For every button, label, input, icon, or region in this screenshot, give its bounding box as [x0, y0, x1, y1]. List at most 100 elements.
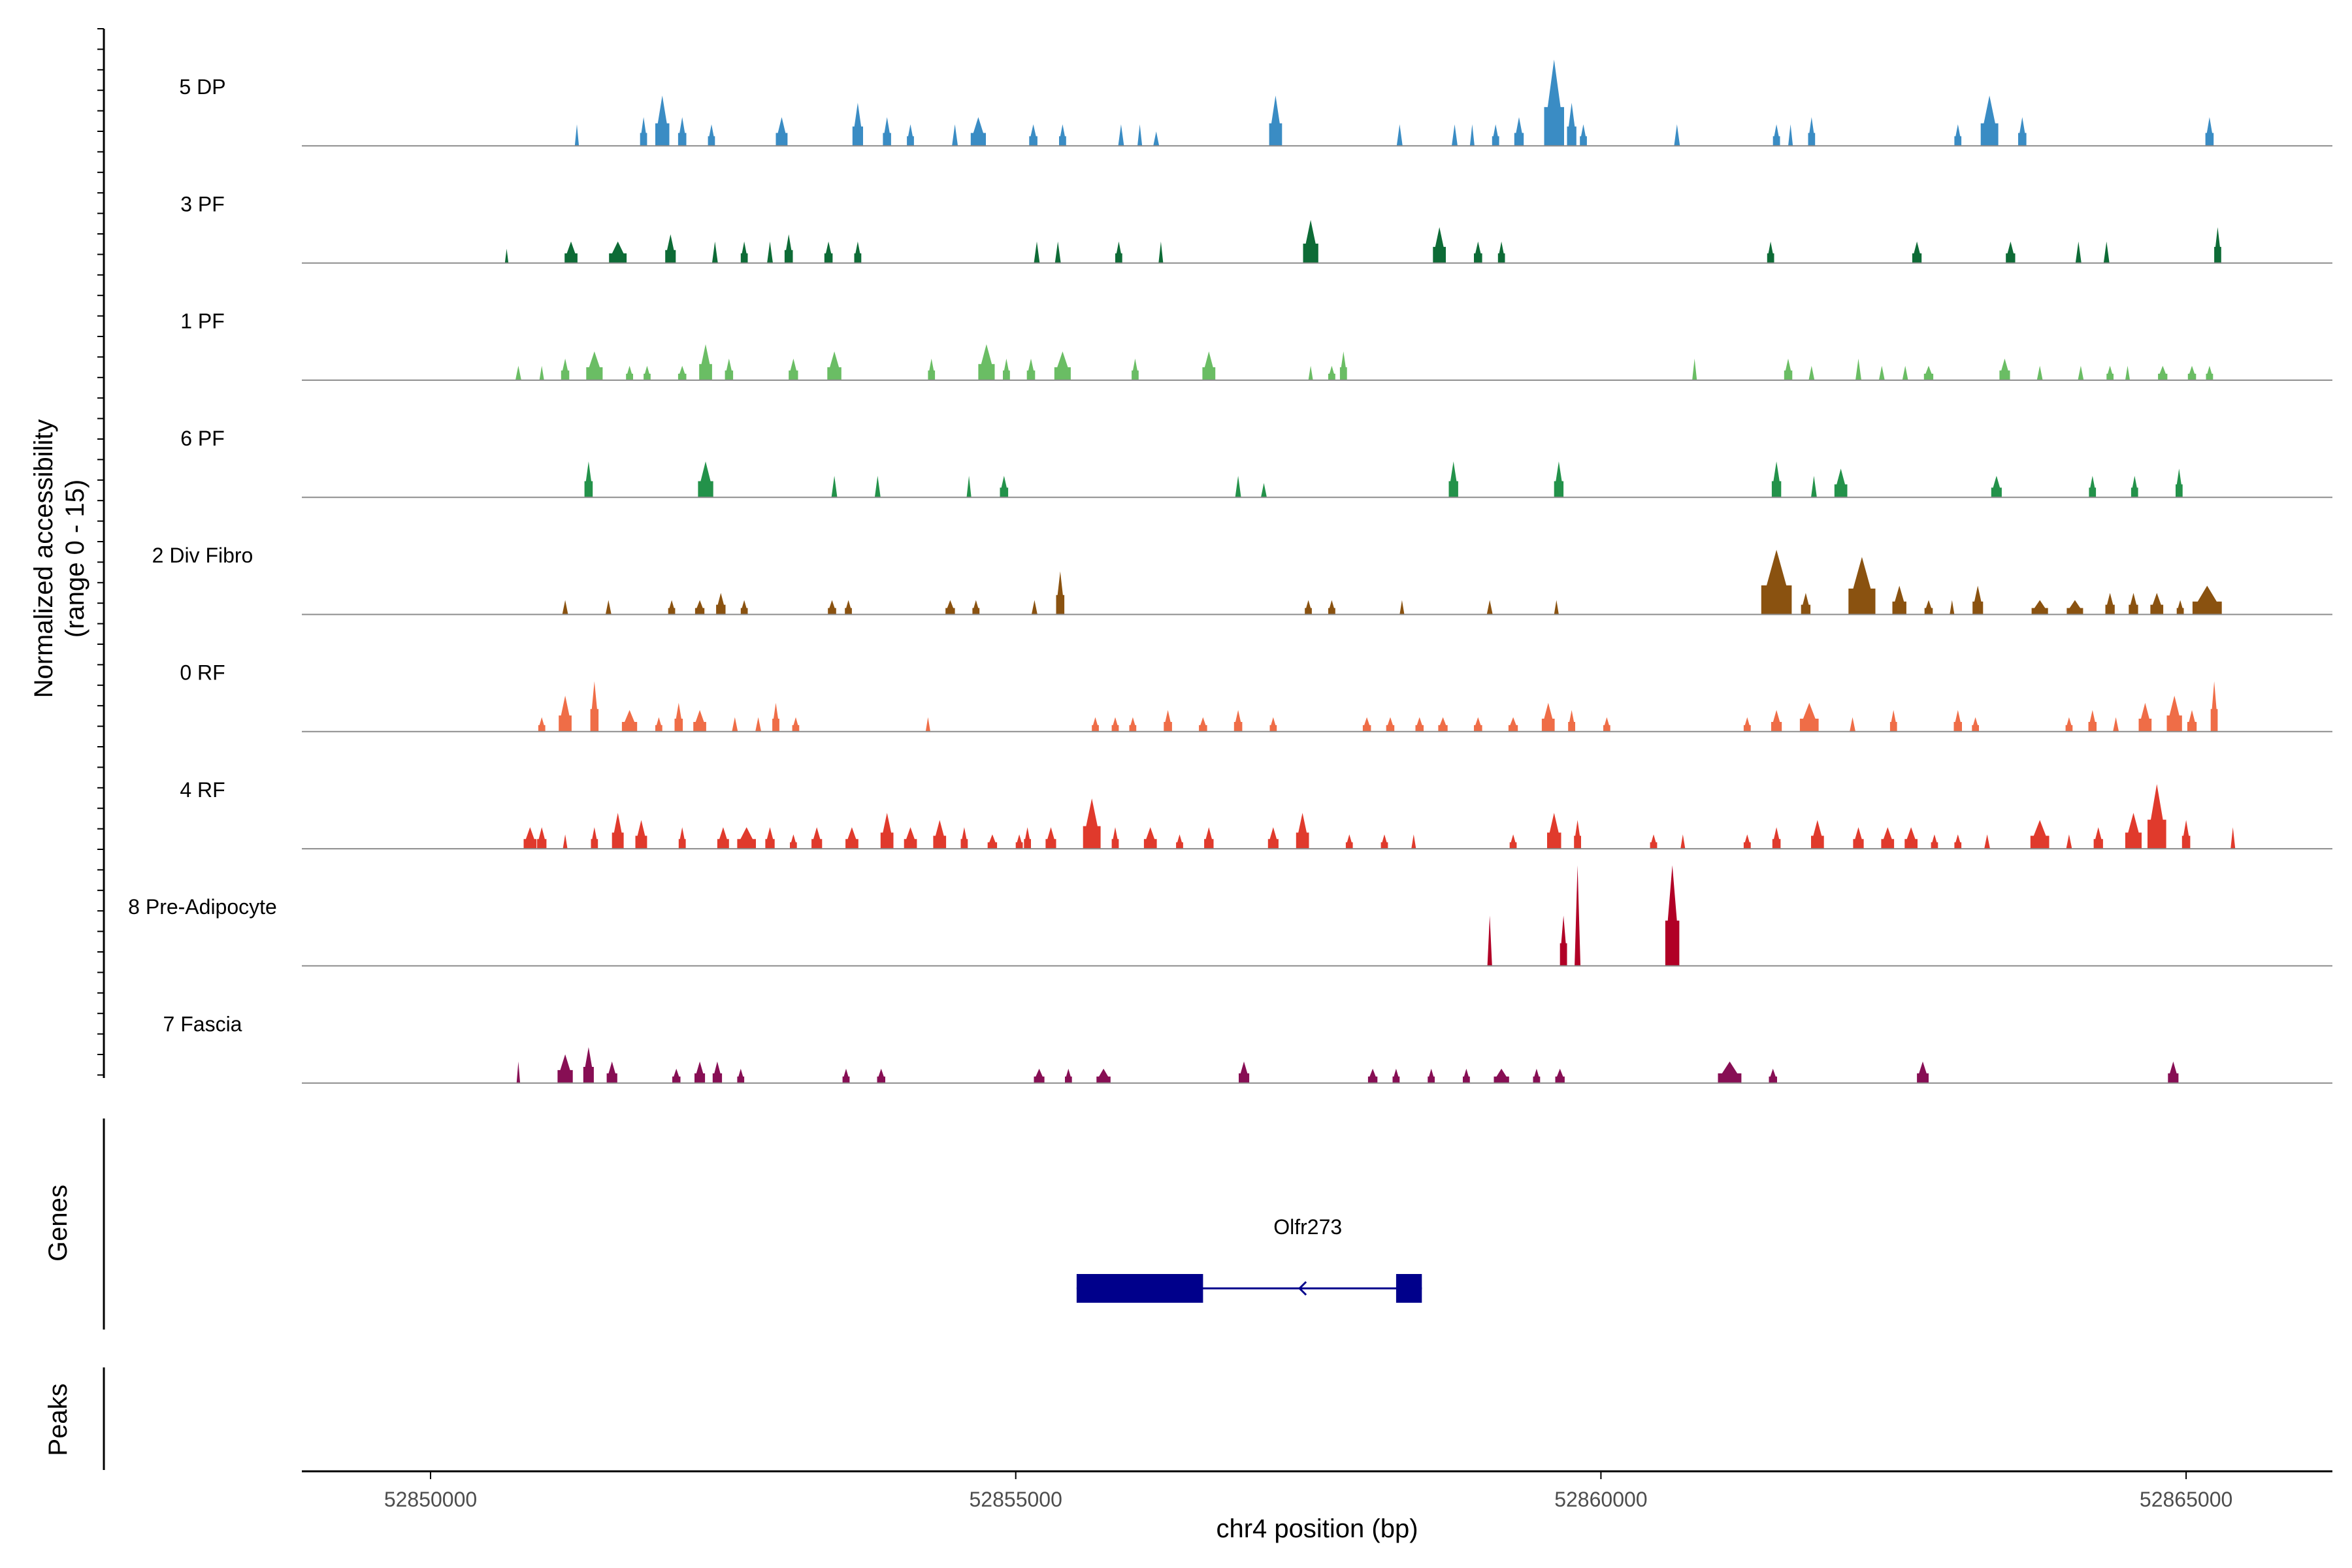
coverage-peak	[1784, 358, 1793, 380]
coverage-peak	[1411, 834, 1416, 849]
coverage-peak	[1954, 834, 1962, 849]
coverage-peak	[2125, 365, 2131, 380]
coverage-peak	[1111, 717, 1119, 732]
gene-exon	[1396, 1274, 1422, 1303]
coverage-peak	[655, 717, 662, 732]
coverage-peak	[732, 717, 738, 732]
coverage-peak	[2103, 241, 2110, 263]
coverage-peak	[1834, 468, 1848, 498]
coverage-peak	[1024, 827, 1031, 849]
coverage-peak	[1718, 1061, 1742, 1083]
coverage-peak	[1497, 241, 1505, 263]
coverage-peak	[1855, 358, 1861, 380]
coverage-peak	[1339, 351, 1347, 380]
coverage-peak	[2206, 365, 2213, 380]
coverage-peak	[1931, 834, 1938, 849]
coverage-peak	[755, 717, 762, 732]
coverage-peak	[678, 365, 687, 380]
coverage-peak	[1492, 124, 1499, 146]
coverage-peak	[2113, 717, 2119, 732]
coverage-peak	[665, 234, 676, 263]
coverage-peak	[2168, 1061, 2179, 1083]
coverage-peak	[1305, 600, 1312, 615]
coverage-peak	[1811, 476, 1817, 498]
coverage-peak	[1950, 600, 1955, 615]
coverage-peak	[1603, 717, 1610, 732]
coverage-peak	[539, 365, 544, 380]
coverage-peak	[1003, 358, 1010, 380]
coverage-peak	[708, 124, 715, 146]
coverage-peak	[1743, 834, 1751, 849]
coverage-peak	[2006, 241, 2016, 263]
coverage-peak	[716, 593, 726, 615]
track-label: 7 Fascia	[163, 1012, 242, 1036]
coverage-peak	[2181, 820, 2191, 849]
coverage-peak	[1554, 600, 1559, 615]
coverage-peak	[1380, 834, 1388, 849]
track-label: 4 RF	[180, 778, 225, 802]
coverage-peak	[672, 1068, 681, 1083]
coverage-peak	[678, 117, 687, 146]
coverage-peak	[842, 1068, 850, 1083]
coverage-peak	[1567, 103, 1576, 146]
coverage-peak	[2066, 600, 2083, 615]
coverage-peak	[694, 1061, 706, 1083]
coverage-peak	[877, 1068, 885, 1083]
coverage-peak	[1452, 124, 1458, 146]
coverage-peak	[1665, 865, 1680, 966]
coverage-peak	[2088, 710, 2097, 732]
coverage-peak	[831, 476, 838, 498]
coverage-peak	[1788, 124, 1793, 146]
y-axis-subtitle: (range 0 - 15)	[61, 480, 90, 638]
coverage-peak	[1850, 717, 1855, 732]
coverage-peak	[583, 1047, 594, 1083]
coverage-peak	[655, 95, 670, 146]
coverage-peak	[925, 717, 930, 732]
coverage-peak	[828, 600, 836, 615]
coverage-peak	[584, 461, 593, 498]
coverage-peak	[737, 827, 756, 849]
coverage-peak	[1448, 461, 1458, 498]
coverage-peak	[1509, 834, 1517, 849]
coverage-peak	[1650, 834, 1658, 849]
coverage-peak	[1541, 702, 1555, 732]
coverage-peak	[845, 827, 858, 849]
coverage-peak	[1096, 1068, 1111, 1083]
coverage-peak	[970, 117, 986, 146]
coverage-peak	[561, 358, 570, 380]
track-5-dp: 5 DP	[179, 59, 2332, 147]
coverage-peak	[557, 1054, 573, 1083]
coverage-peak	[515, 365, 521, 380]
coverage-peak	[1059, 124, 1066, 146]
coverage-peak	[563, 834, 568, 849]
peaks-panel-label: Peaks	[44, 1383, 73, 1456]
coverage-peak	[874, 476, 881, 498]
coverage-peak	[1303, 220, 1318, 263]
coverage-peak	[1674, 124, 1680, 146]
coverage-peak	[1980, 95, 1999, 146]
coverage-peak	[1367, 1068, 1378, 1083]
strand-arrow-icon	[1298, 1281, 1307, 1296]
track-0-rf: 0 RF	[180, 661, 2332, 732]
coverage-peak	[880, 813, 894, 849]
track-7-fascia: 7 Fascia	[163, 1012, 2332, 1084]
coverage-peak	[987, 834, 998, 849]
coverage-peak	[1328, 365, 1335, 380]
track-label: 6 PF	[180, 427, 225, 450]
coverage-peak	[2150, 593, 2164, 615]
coverage-peak	[2138, 702, 2152, 732]
coverage-peak	[824, 241, 833, 263]
coverage-peak	[1029, 124, 1037, 146]
coverage-peak	[1743, 717, 1751, 732]
coverage-peak	[1034, 1068, 1045, 1083]
coverage-peak	[516, 1061, 521, 1083]
coverage-peak	[1143, 827, 1157, 849]
coverage-peak	[605, 600, 612, 615]
coverage-peak	[1261, 483, 1267, 498]
x-tick-label: 52860000	[1554, 1488, 1647, 1511]
track-3-pf: 3 PF	[180, 192, 2332, 264]
coverage-peak	[1902, 365, 1908, 380]
coverage-peak	[928, 358, 936, 380]
coverage-peak	[1115, 241, 1122, 263]
